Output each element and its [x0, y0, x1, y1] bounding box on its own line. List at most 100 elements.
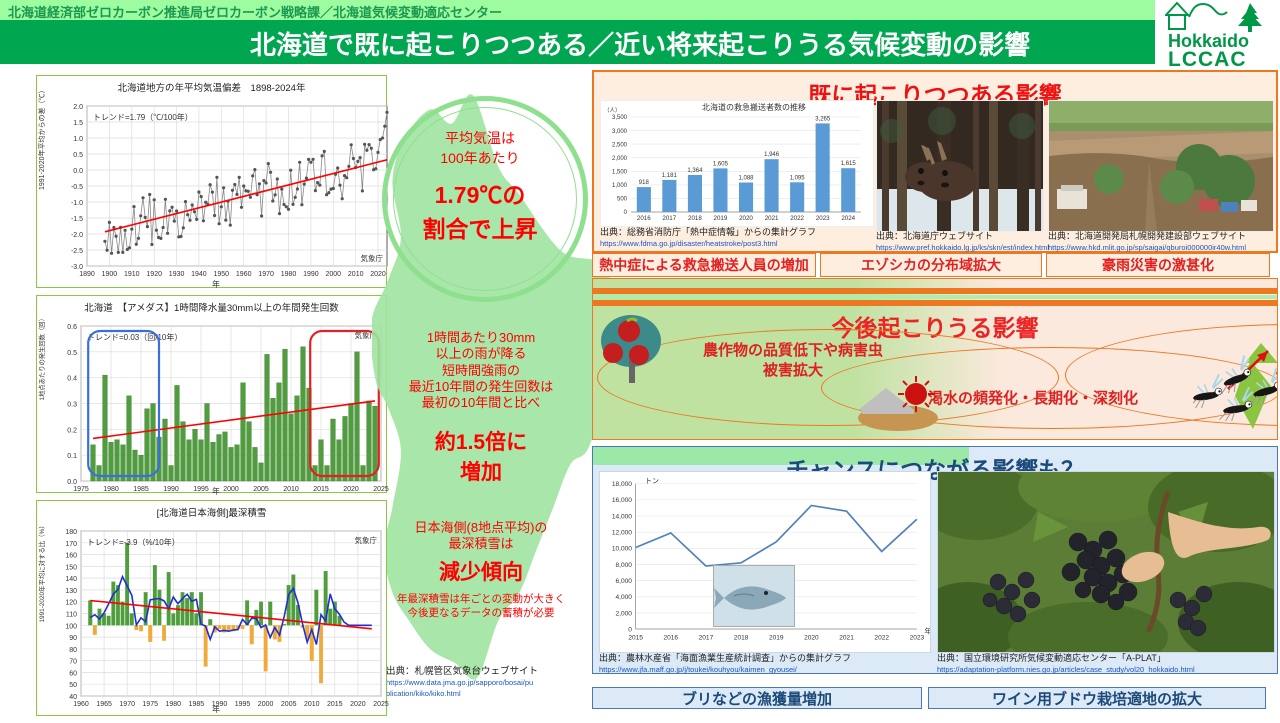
svg-text:0.0: 0.0	[67, 479, 77, 486]
svg-text:2000: 2000	[326, 271, 342, 278]
svg-text:-0.5: -0.5	[71, 184, 83, 191]
svg-text:2,000: 2,000	[612, 156, 628, 162]
svg-text:1890: 1890	[79, 271, 95, 278]
svg-text:2021: 2021	[765, 215, 779, 222]
svg-text:918: 918	[639, 180, 650, 186]
svg-text:年: 年	[924, 627, 930, 636]
svg-text:12,000: 12,000	[612, 530, 632, 537]
svg-text:60: 60	[69, 670, 77, 677]
svg-text:2022: 2022	[790, 215, 804, 222]
svg-text:10,000: 10,000	[612, 546, 632, 553]
svg-text:2020: 2020	[739, 215, 753, 222]
svg-text:1980: 1980	[103, 486, 119, 493]
svg-text:-1.0: -1.0	[71, 200, 83, 207]
svg-text:2016: 2016	[663, 634, 678, 641]
svg-text:2020: 2020	[350, 701, 366, 708]
svg-text:1985: 1985	[133, 486, 149, 493]
svg-text:0.3: 0.3	[67, 402, 77, 409]
svg-text:6,000: 6,000	[615, 578, 632, 585]
svg-text:2000: 2000	[223, 486, 239, 493]
svg-text:2021: 2021	[839, 634, 854, 641]
svg-text:1,364: 1,364	[687, 168, 703, 174]
svg-text:2023: 2023	[816, 215, 830, 222]
svg-text:1,181: 1,181	[662, 173, 678, 179]
svg-text:160: 160	[65, 553, 77, 560]
svg-text:2025: 2025	[373, 701, 389, 708]
svg-text:1,000: 1,000	[612, 183, 628, 189]
svg-text:1900: 1900	[102, 271, 118, 278]
svg-text:2019: 2019	[714, 215, 728, 222]
svg-text:0.5: 0.5	[73, 152, 83, 159]
svg-text:北海道の救急搬送者数の推移: 北海道の救急搬送者数の推移	[702, 102, 806, 112]
svg-text:0.4: 0.4	[67, 376, 77, 383]
svg-text:2010: 2010	[348, 271, 364, 278]
svg-text:1995: 1995	[193, 486, 209, 493]
svg-text:トレンド=-3.9（%/10年）: トレンド=-3.9（%/10年）	[87, 537, 180, 547]
svg-text:2023: 2023	[910, 634, 925, 641]
svg-text:2005: 2005	[281, 701, 297, 708]
svg-text:1970: 1970	[119, 701, 135, 708]
svg-text:8,000: 8,000	[615, 562, 632, 569]
svg-text:2018: 2018	[688, 215, 702, 222]
svg-text:1,088: 1,088	[738, 176, 754, 182]
svg-text:3,265: 3,265	[815, 116, 831, 122]
svg-text:1,615: 1,615	[841, 161, 857, 167]
svg-text:4,000: 4,000	[615, 594, 632, 601]
svg-text:2015: 2015	[327, 701, 343, 708]
svg-text:110: 110	[66, 612, 77, 619]
svg-text:1950: 1950	[214, 271, 230, 278]
svg-text:2,500: 2,500	[612, 142, 628, 148]
svg-text:1,605: 1,605	[713, 161, 729, 167]
svg-text:2,000: 2,000	[615, 610, 632, 617]
svg-text:2015: 2015	[313, 486, 329, 493]
svg-text:140: 140	[65, 576, 77, 583]
svg-text:3,000: 3,000	[612, 129, 628, 135]
svg-text:2015: 2015	[628, 634, 643, 641]
svg-text:170: 170	[65, 541, 77, 548]
svg-text:1975: 1975	[142, 701, 158, 708]
svg-text:0.0: 0.0	[73, 168, 83, 175]
svg-text:2.0: 2.0	[73, 104, 83, 111]
svg-text:1910: 1910	[124, 271, 140, 278]
svg-text:（人）: （人）	[604, 107, 621, 114]
svg-text:40: 40	[69, 694, 77, 701]
svg-text:130: 130	[65, 588, 77, 595]
svg-text:1965: 1965	[96, 701, 112, 708]
svg-text:1985: 1985	[189, 701, 205, 708]
svg-text:18,000: 18,000	[612, 481, 632, 488]
svg-text:トレンド=0.03（回/10年）: トレンド=0.03（回/10年）	[87, 332, 182, 342]
svg-text:1940: 1940	[191, 271, 207, 278]
svg-text:1975: 1975	[73, 486, 89, 493]
svg-text:2010: 2010	[304, 701, 320, 708]
svg-text:70: 70	[69, 659, 77, 666]
svg-text:1995: 1995	[235, 701, 251, 708]
svg-text:2017: 2017	[662, 215, 676, 222]
svg-text:1960: 1960	[73, 701, 89, 708]
svg-text:80: 80	[69, 647, 77, 654]
svg-text:1980: 1980	[281, 271, 297, 278]
svg-text:-1.5: -1.5	[71, 216, 83, 223]
svg-text:2000: 2000	[258, 701, 274, 708]
svg-text:120: 120	[65, 600, 77, 607]
svg-text:1990: 1990	[212, 701, 228, 708]
svg-text:0: 0	[628, 626, 632, 633]
svg-text:2017: 2017	[699, 634, 714, 641]
svg-text:1,946: 1,946	[764, 152, 780, 158]
svg-text:1,500: 1,500	[612, 170, 628, 176]
svg-text:気象庁: 気象庁	[355, 535, 378, 545]
svg-text:14,000: 14,000	[612, 513, 632, 520]
svg-text:16,000: 16,000	[612, 497, 632, 504]
svg-text:0.1: 0.1	[67, 453, 77, 460]
svg-text:1980: 1980	[166, 701, 182, 708]
svg-text:-2.0: -2.0	[71, 232, 83, 239]
svg-text:1.5: 1.5	[73, 120, 83, 127]
svg-text:-3.0: -3.0	[71, 264, 83, 271]
svg-text:2020: 2020	[804, 634, 819, 641]
svg-text:50: 50	[69, 682, 77, 689]
svg-text:1920: 1920	[146, 271, 162, 278]
svg-text:2010: 2010	[283, 486, 299, 493]
svg-text:2018: 2018	[734, 634, 749, 641]
svg-text:1.0: 1.0	[73, 136, 83, 143]
svg-text:3,500: 3,500	[612, 115, 628, 121]
svg-text:2019: 2019	[769, 634, 784, 641]
